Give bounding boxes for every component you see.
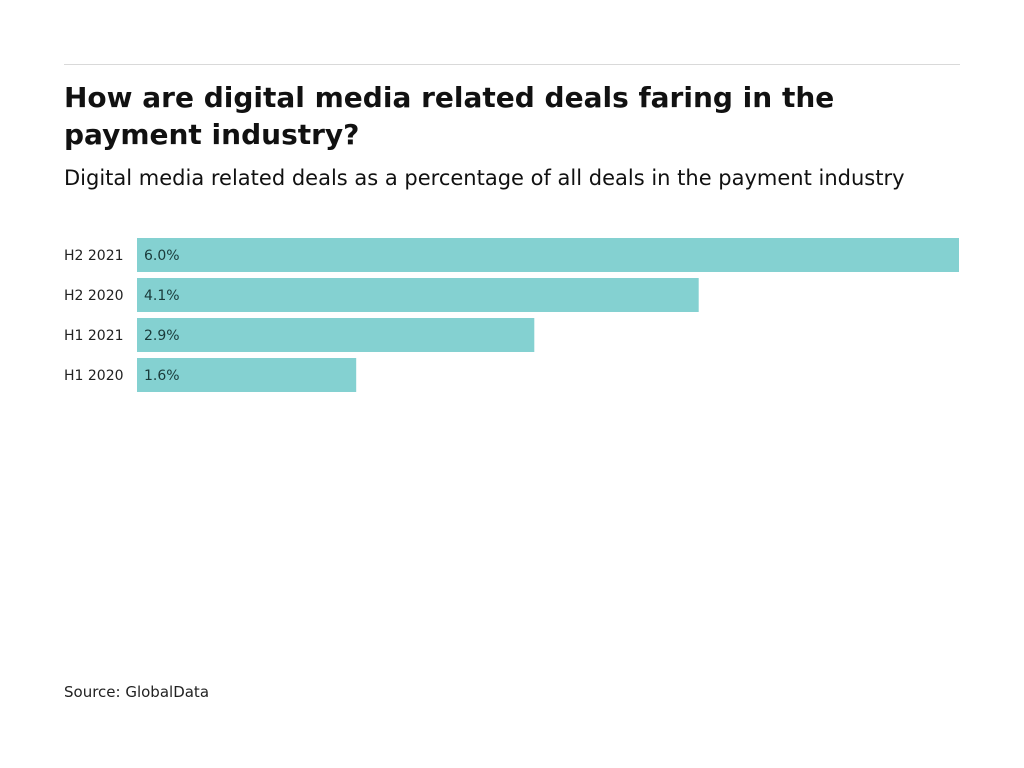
chart-title: How are digital media related deals fari… xyxy=(64,81,835,151)
bar xyxy=(137,318,535,352)
source-note: Source: GlobalData xyxy=(64,683,210,701)
bar xyxy=(137,238,959,272)
chart-subtitle: Digital media related deals as a percent… xyxy=(64,166,905,190)
bar-row: H1 2021 2.9% xyxy=(64,318,535,352)
category-label: H1 2021 xyxy=(64,328,124,344)
bars-layer: H2 2021 6.0% H2 2020 4.1% H1 2021 2.9% H1 2020… xyxy=(64,238,959,392)
bar xyxy=(137,278,699,312)
value-label: 1.6% xyxy=(144,368,180,384)
bar-row: H2 2021 6.0% xyxy=(64,238,959,272)
bar-row: H1 2020 1.6% xyxy=(64,358,357,392)
bar-row: H2 2020 4.1% xyxy=(64,278,699,312)
category-label: H2 2021 xyxy=(64,248,124,264)
top-divider xyxy=(64,64,960,65)
bar xyxy=(137,358,357,392)
value-label: 4.1% xyxy=(144,288,180,304)
category-label: H1 2020 xyxy=(64,368,124,384)
value-label: 2.9% xyxy=(144,328,180,344)
category-label: H2 2020 xyxy=(64,288,124,304)
value-label: 6.0% xyxy=(144,248,180,264)
